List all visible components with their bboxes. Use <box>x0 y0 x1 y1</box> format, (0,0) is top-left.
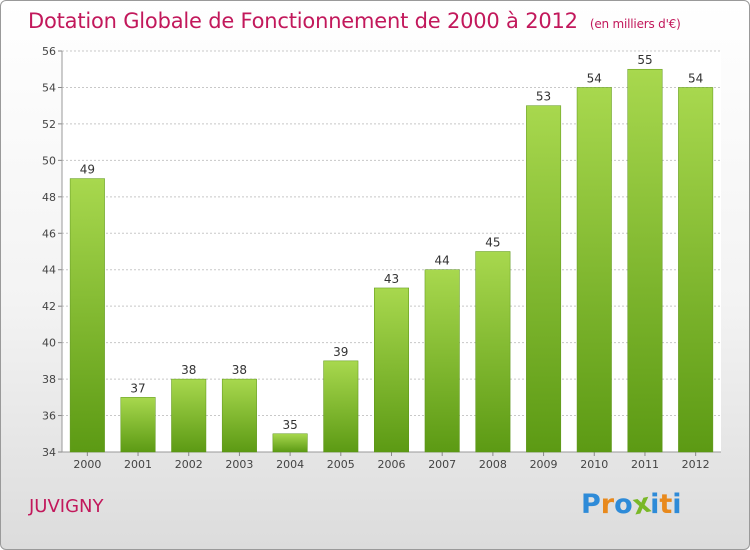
bar <box>69 178 105 453</box>
x-tick-label: 2001 <box>124 458 152 471</box>
logo-letter: o <box>614 489 633 520</box>
bar <box>678 87 714 453</box>
y-tick-label: 34 <box>42 446 56 459</box>
y-tick-label: 52 <box>42 118 56 131</box>
x-tick-label: 2009 <box>530 458 558 471</box>
bar <box>475 251 511 453</box>
bar-value-label: 49 <box>80 163 95 177</box>
bar <box>576 87 612 453</box>
logo-letter: i <box>672 489 682 520</box>
bar-value-label: 54 <box>587 71 602 85</box>
x-tick-label: 2008 <box>479 458 507 471</box>
bar-value-label: 37 <box>130 381 145 395</box>
x-tick-label: 2004 <box>276 458 304 471</box>
x-tick-label: 2007 <box>428 458 456 471</box>
y-tick-label: 36 <box>42 410 56 423</box>
y-tick-label: 46 <box>42 227 56 240</box>
x-tick-label: 2011 <box>631 458 659 471</box>
bar-value-label: 54 <box>688 71 703 85</box>
axes: 34 36 38 40 42 44 46 48 50 52 54 56 2000 2001 2002 2003… <box>42 45 721 471</box>
bar <box>374 287 409 453</box>
logo-letter: t <box>659 489 673 520</box>
y-tick-label: 48 <box>42 191 56 204</box>
y-tick-label: 44 <box>42 264 56 277</box>
bar <box>171 378 207 453</box>
x-tick-label: 2010 <box>580 458 608 471</box>
chart-subtitle: (en milliers d'€) <box>589 17 681 31</box>
x-tick-label: 2006 <box>378 458 406 471</box>
bar-value-label: 53 <box>536 90 551 104</box>
bar-value-label: 38 <box>232 363 247 377</box>
x-tick-label: 2000 <box>73 458 101 471</box>
bar <box>120 397 156 453</box>
chart-title-text: Dotation Globale de Fonctionnement de 20… <box>28 9 578 33</box>
x-tick-label: 2003 <box>225 458 253 471</box>
y-tick-label: 50 <box>42 154 56 167</box>
y-tick-label: 56 <box>42 45 56 58</box>
logo-letter: i <box>650 489 660 520</box>
y-tick-label: 54 <box>42 81 56 94</box>
bar <box>526 105 562 453</box>
x-tick-label: 2002 <box>175 458 203 471</box>
proxiti-logo: Proxiti <box>581 488 682 522</box>
bar-value-label: 55 <box>637 53 652 67</box>
bar <box>323 360 359 453</box>
bar-value-label: 38 <box>181 363 196 377</box>
y-tick-label: 38 <box>42 373 56 386</box>
logo-letter: P <box>581 489 601 520</box>
bar <box>627 68 663 453</box>
bar-value-label: 43 <box>384 272 399 286</box>
bar <box>424 269 460 453</box>
bar-value-label: 44 <box>435 254 450 268</box>
bar-value-label: 45 <box>485 236 500 250</box>
x-tick-label: 2012 <box>682 458 710 471</box>
chart-title: Dotation Globale de Fonctionnement de 20… <box>28 9 681 33</box>
x-tick-label: 2005 <box>327 458 355 471</box>
bars <box>69 68 714 453</box>
bar <box>221 378 257 453</box>
logo-letter: r <box>600 489 615 520</box>
commune-name: JUVIGNY <box>29 496 104 517</box>
bar-value-label: 35 <box>282 418 297 432</box>
y-tick-label: 42 <box>42 300 56 313</box>
bar-labels: 49 37 38 38 35 39 43 44 45 53 54 55 54 <box>80 53 704 432</box>
bar-value-label: 39 <box>333 345 348 359</box>
y-tick-label: 40 <box>42 337 56 350</box>
bar <box>272 433 308 453</box>
